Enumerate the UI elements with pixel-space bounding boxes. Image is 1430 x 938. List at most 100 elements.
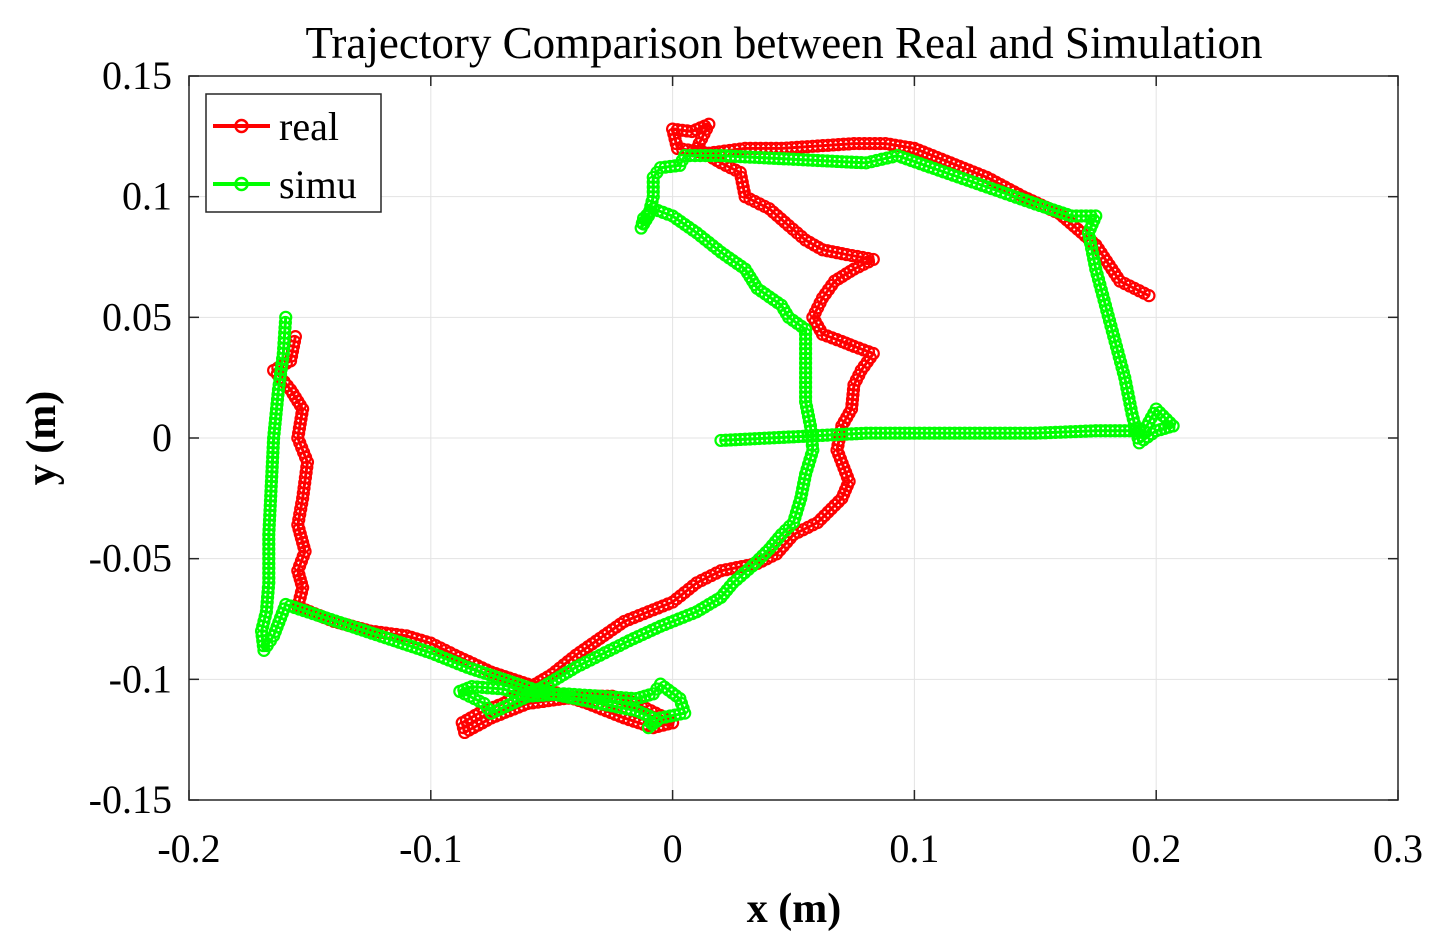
data-point-simu <box>772 151 786 166</box>
y-tick-label: 0.15 <box>102 53 172 98</box>
data-point-simu <box>907 426 922 440</box>
data-point-simu <box>767 151 781 165</box>
data-point-simu <box>762 431 776 445</box>
data-point-simu <box>757 151 772 165</box>
y-axis-label: y (m) <box>19 391 65 485</box>
data-point-simu <box>782 430 796 444</box>
data-point-simu <box>738 432 752 446</box>
x-tick-label: -0.2 <box>157 826 220 871</box>
data-point-simu <box>724 433 738 447</box>
x-tick-label: 0.3 <box>1373 826 1423 871</box>
data-point-simu <box>888 426 902 440</box>
data-point-simu <box>1118 424 1132 438</box>
data-point-simu <box>798 366 813 380</box>
data-point-simu <box>714 149 728 163</box>
data-point-simu <box>261 585 275 600</box>
data-point-simu <box>840 427 854 441</box>
data-point-simu <box>1093 424 1108 438</box>
data-point-simu <box>798 395 813 409</box>
data-point-simu <box>263 494 278 508</box>
data-point-simu <box>798 356 813 370</box>
data-point-simu <box>798 385 813 399</box>
data-point-simu <box>811 153 825 168</box>
data-point-simu <box>885 150 899 164</box>
data-point-real <box>831 495 846 509</box>
legend-item-simu: simu <box>213 162 357 207</box>
data-point-simu <box>262 576 276 590</box>
data-point-simu <box>262 556 276 571</box>
data-point-simu <box>254 624 269 638</box>
data-point-simu <box>752 552 766 566</box>
data-point-simu <box>893 426 907 440</box>
data-point-simu <box>743 432 757 446</box>
chart-title: Trajectory Comparison between Real and S… <box>306 18 1263 68</box>
data-point-real <box>846 387 860 402</box>
data-point-simu <box>806 153 820 167</box>
data-point-simu <box>262 537 276 551</box>
data-point-simu <box>646 190 660 204</box>
data-point-simu <box>714 433 728 448</box>
data-point-simu <box>849 427 863 441</box>
data-point-simu <box>815 428 830 442</box>
data-point-simu <box>266 441 280 455</box>
data-point-simu <box>798 375 813 390</box>
data-point-simu <box>262 518 276 532</box>
data-point-real <box>847 378 861 392</box>
data-point-simu <box>801 153 815 167</box>
data-point-simu <box>798 346 813 361</box>
data-point-real <box>828 498 842 512</box>
data-point-simu <box>743 150 757 164</box>
data-point-simu <box>1064 209 1079 223</box>
data-point-simu <box>733 150 747 164</box>
data-point-simu <box>883 426 897 440</box>
data-point-simu <box>262 561 276 575</box>
data-point-simu <box>878 426 892 440</box>
data-point-simu <box>798 342 813 356</box>
data-point-simu <box>873 426 888 440</box>
data-point-simu <box>835 155 849 169</box>
data-point-simu <box>1132 424 1146 438</box>
data-point-simu <box>1108 424 1122 438</box>
data-point-simu <box>263 508 277 522</box>
x-tick-label: 0 <box>663 826 683 871</box>
data-point-simu <box>791 429 805 444</box>
data-point-simu <box>791 152 805 167</box>
data-point-simu <box>271 387 285 402</box>
data-point-simu <box>265 465 279 479</box>
data-point-simu <box>267 421 282 435</box>
data-point-simu <box>820 428 834 442</box>
data-point-simu <box>798 390 813 404</box>
legend: real simu <box>205 93 382 213</box>
data-point-simu <box>470 680 484 694</box>
y-tick-label: 0.05 <box>102 294 172 339</box>
legend-label-simu: simu <box>279 162 357 207</box>
data-point-simu <box>265 455 280 469</box>
data-point-real <box>835 491 849 505</box>
data-point-simu <box>820 154 834 168</box>
data-point-simu <box>777 152 791 166</box>
series-simu <box>254 149 1180 735</box>
legend-marker-simu <box>234 176 249 192</box>
data-point-simu <box>844 155 859 169</box>
data-point-simu <box>264 474 279 489</box>
x-tick-label: 0.2 <box>1131 826 1181 871</box>
data-point-simu <box>269 402 284 416</box>
data-point-simu <box>869 426 883 440</box>
data-point-simu <box>796 429 810 443</box>
data-point-simu <box>262 513 277 527</box>
data-point-simu <box>825 154 839 168</box>
data-point-simu <box>267 426 281 440</box>
data-point-simu <box>798 337 813 351</box>
data-point-simu <box>733 432 747 447</box>
data-point-simu <box>271 383 286 397</box>
y-tick-label: -0.15 <box>89 777 172 822</box>
legend-marker-real <box>234 118 249 134</box>
data-point-simu <box>1137 424 1151 438</box>
data-point-simu <box>840 155 854 169</box>
data-point-simu <box>263 498 277 513</box>
data-point-simu <box>262 571 276 585</box>
data-point-simu <box>646 180 660 194</box>
data-point-simu <box>263 503 277 517</box>
data-point-simu <box>748 150 762 164</box>
